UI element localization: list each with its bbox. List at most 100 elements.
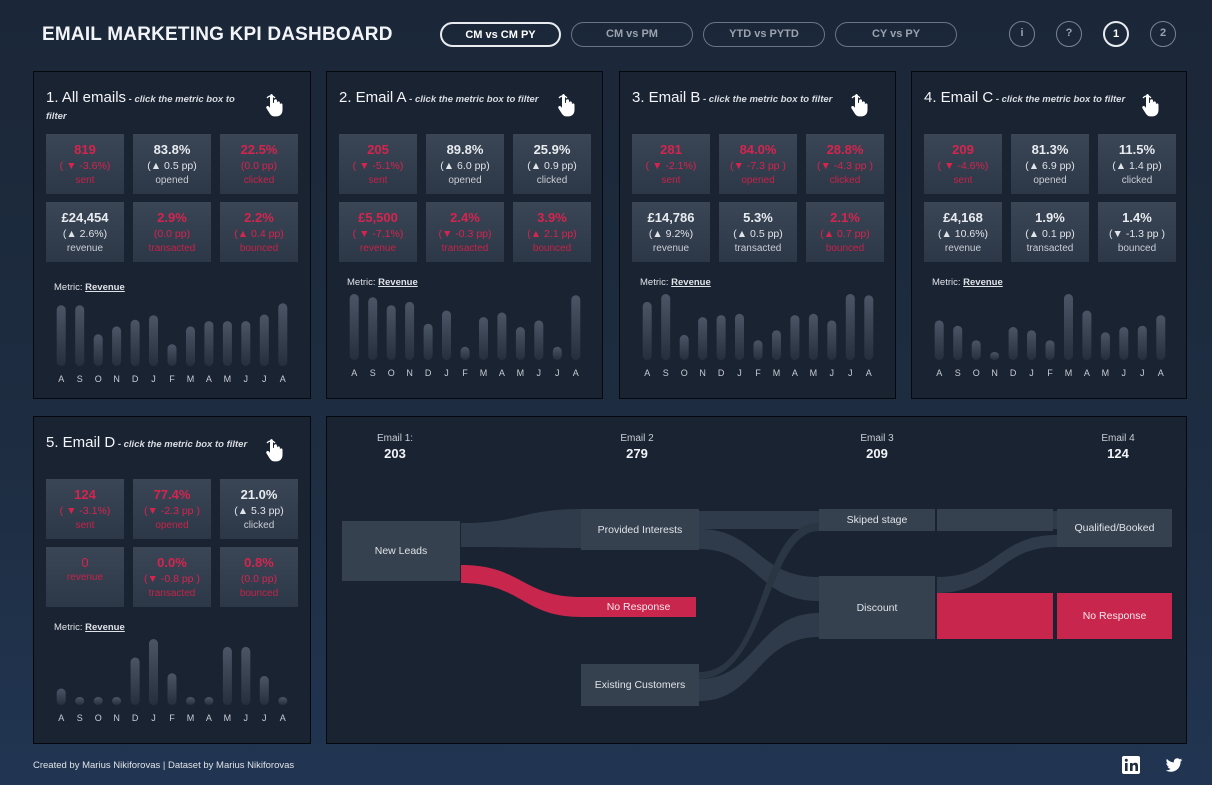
metric-box-transacted[interactable]: 1.9% (▲ 0.1 pp) transacted [1011, 202, 1089, 262]
month-bar[interactable] [130, 657, 140, 706]
node-discount[interactable]: Discount [819, 576, 935, 639]
month-bar[interactable] [753, 340, 763, 360]
page-1-button[interactable]: 1 [1103, 21, 1129, 47]
metric-box-bounced[interactable]: 0.8% (0.0 pp) bounced [220, 547, 298, 607]
tab-ytd-vs-pytd[interactable]: YTD vs PYTD [703, 22, 825, 47]
month-bar[interactable] [149, 639, 158, 705]
month-bar[interactable] [278, 303, 288, 366]
tab-cm-vs-pm[interactable]: CM vs PM [571, 22, 693, 47]
month-bar[interactable] [241, 321, 251, 366]
info-button[interactable]: i [1009, 21, 1035, 47]
metric-box-opened[interactable]: 89.8% (▲ 6.0 pp) opened [426, 134, 504, 194]
metric-selector-value[interactable]: Revenue [963, 277, 1003, 288]
month-bar[interactable] [112, 697, 122, 705]
month-bar[interactable] [808, 313, 818, 360]
metric-box-clicked[interactable]: 11.5% (▲ 1.4 pp) clicked [1098, 134, 1176, 194]
metric-box-sent[interactable]: 205 ( ▼ -5.1%) sent [339, 134, 417, 194]
month-bar[interactable] [934, 320, 944, 360]
month-bar[interactable] [460, 346, 470, 360]
month-bar[interactable] [1137, 325, 1147, 360]
metric-box-transacted[interactable]: 5.3% (▲ 0.5 pp) transacted [719, 202, 797, 262]
node-no-response-1[interactable]: No Response [581, 597, 696, 617]
month-bar[interactable] [130, 319, 140, 366]
metric-box-bounced[interactable]: 2.2% (▲ 0.4 pp) bounced [220, 202, 298, 262]
node-no-response-2[interactable]: No Response [1057, 593, 1172, 639]
month-bar[interactable] [423, 323, 433, 360]
metric-box-sent[interactable]: 209 ( ▼ -4.6%) sent [924, 134, 1002, 194]
month-bar[interactable] [56, 305, 66, 366]
node-existing-customers[interactable]: Existing Customers [581, 664, 699, 706]
metric-selector-value[interactable]: Revenue [671, 277, 711, 288]
month-bar[interactable] [571, 295, 581, 360]
metric-box-transacted[interactable]: 2.9% (0.0 pp) transacted [133, 202, 211, 262]
month-bar[interactable] [497, 312, 507, 361]
month-bar[interactable] [827, 320, 837, 360]
metric-box-sent[interactable]: 819 ( ▼ -3.6%) sent [46, 134, 124, 194]
month-bar[interactable] [259, 314, 269, 367]
tab-cy-vs-py[interactable]: CY vs PY [835, 22, 957, 47]
metric-box-clicked[interactable]: 25.9% (▲ 0.9 pp) clicked [513, 134, 591, 194]
month-bar[interactable] [790, 315, 800, 360]
node-qualified-booked[interactable]: Qualified/Booked [1057, 509, 1172, 547]
month-bar[interactable] [990, 352, 1000, 360]
month-bar[interactable] [515, 327, 525, 360]
metric-box-clicked[interactable]: 28.8% (▼ -4.3 pp ) clicked [806, 134, 884, 194]
month-bar[interactable] [735, 313, 744, 360]
month-bar[interactable] [1045, 340, 1055, 360]
month-bar[interactable] [534, 320, 544, 360]
month-bar[interactable] [167, 673, 177, 705]
month-bar[interactable] [222, 646, 232, 705]
metric-selector-value[interactable]: Revenue [85, 622, 125, 633]
metric-box-transacted[interactable]: 2.4% (▼ -0.3 pp) transacted [426, 202, 504, 262]
month-bar[interactable] [1064, 294, 1073, 360]
month-bar[interactable] [845, 294, 855, 360]
month-bar[interactable] [56, 688, 66, 706]
month-bar[interactable] [204, 321, 214, 366]
month-bar[interactable] [75, 305, 85, 366]
month-bar[interactable] [405, 301, 415, 360]
month-bar[interactable] [93, 697, 103, 705]
metric-box-transacted[interactable]: 0.0% (▼ -0.8 pp ) transacted [133, 547, 211, 607]
metric-selector-value[interactable]: Revenue [378, 277, 418, 288]
linkedin-icon[interactable] [1121, 755, 1141, 775]
month-bar[interactable] [186, 326, 195, 366]
month-bar[interactable] [259, 676, 269, 705]
metric-box-clicked[interactable]: 21.0% (▲ 5.3 pp) clicked [220, 479, 298, 539]
month-bar[interactable] [75, 697, 85, 705]
metric-box-sent[interactable]: 124 ( ▼ -3.1%) sent [46, 479, 124, 539]
month-bar[interactable] [204, 697, 214, 705]
month-bar[interactable] [368, 297, 378, 360]
month-bar[interactable] [716, 315, 726, 360]
metric-selector-value[interactable]: Revenue [85, 282, 125, 293]
month-bar[interactable] [442, 310, 451, 361]
help-button[interactable]: ? [1056, 21, 1082, 47]
node-provided-interests[interactable]: Provided Interests [581, 509, 699, 550]
month-bar[interactable] [552, 346, 562, 360]
month-bar[interactable] [1082, 310, 1092, 361]
metric-box-opened[interactable]: 81.3% (▲ 6.9 pp) opened [1011, 134, 1089, 194]
metric-box-revenue[interactable]: £4,168 (▲ 10.6%) revenue [924, 202, 1002, 262]
month-bar[interactable] [349, 294, 359, 360]
month-bar[interactable] [167, 344, 177, 366]
metric-box-opened[interactable]: 84.0% (▼ -7.3 pp ) opened [719, 134, 797, 194]
month-bar[interactable] [772, 330, 781, 360]
month-bar[interactable] [386, 305, 396, 360]
month-bar[interactable] [698, 317, 708, 360]
month-bar[interactable] [1119, 327, 1129, 360]
month-bar[interactable] [93, 334, 103, 366]
month-bar[interactable] [278, 697, 288, 705]
month-bar[interactable] [186, 697, 195, 705]
month-bar[interactable] [971, 340, 981, 360]
metric-box-opened[interactable]: 77.4% (▼ -2.3 pp ) opened [133, 479, 211, 539]
metric-box-opened[interactable]: 83.8% (▲ 0.5 pp) opened [133, 134, 211, 194]
metric-box-bounced[interactable]: 2.1% (▲ 0.7 pp) bounced [806, 202, 884, 262]
month-bar[interactable] [679, 334, 689, 360]
month-bar[interactable] [1027, 330, 1036, 360]
metric-box-bounced[interactable]: 1.4% (▼ -1.3 pp ) bounced [1098, 202, 1176, 262]
month-bar[interactable] [1100, 332, 1110, 360]
metric-box-revenue[interactable]: £14,786 (▲ 9.2%) revenue [632, 202, 710, 262]
metric-box-revenue[interactable]: £24,454 (▲ 2.6%) revenue [46, 202, 124, 262]
month-bar[interactable] [864, 295, 874, 360]
node-new-leads[interactable]: New Leads [342, 521, 460, 581]
metric-box-revenue[interactable]: 0 revenue [46, 547, 124, 607]
